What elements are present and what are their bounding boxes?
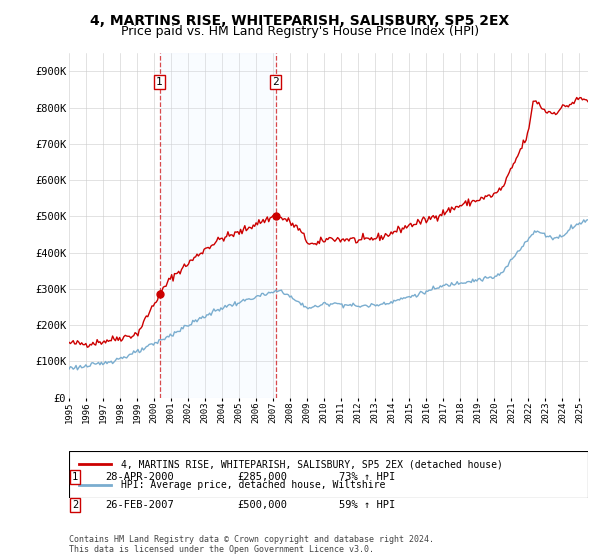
Bar (160, 53, 276, 398)
Text: 2: 2 (272, 77, 279, 87)
Text: HPI: Average price, detached house, Wiltshire: HPI: Average price, detached house, Wilt… (121, 480, 385, 490)
Text: Contains HM Land Registry data © Crown copyright and database right 2024.
This d: Contains HM Land Registry data © Crown c… (69, 535, 434, 554)
Text: 1: 1 (72, 472, 78, 482)
Text: 26-FEB-2007: 26-FEB-2007 (105, 500, 174, 510)
Text: 73% ↑ HPI: 73% ↑ HPI (339, 472, 395, 482)
Text: 1: 1 (156, 77, 163, 87)
Text: 59% ↑ HPI: 59% ↑ HPI (339, 500, 395, 510)
Text: 2: 2 (72, 500, 78, 510)
Text: 4, MARTINS RISE, WHITEPARISH, SALISBURY, SP5 2EX (detached house): 4, MARTINS RISE, WHITEPARISH, SALISBURY,… (121, 459, 503, 469)
Text: 28-APR-2000: 28-APR-2000 (105, 472, 174, 482)
Text: £500,000: £500,000 (237, 500, 287, 510)
Text: Price paid vs. HM Land Registry's House Price Index (HPI): Price paid vs. HM Land Registry's House … (121, 25, 479, 38)
Text: 4, MARTINS RISE, WHITEPARISH, SALISBURY, SP5 2EX: 4, MARTINS RISE, WHITEPARISH, SALISBURY,… (91, 14, 509, 28)
Text: £285,000: £285,000 (237, 472, 287, 482)
